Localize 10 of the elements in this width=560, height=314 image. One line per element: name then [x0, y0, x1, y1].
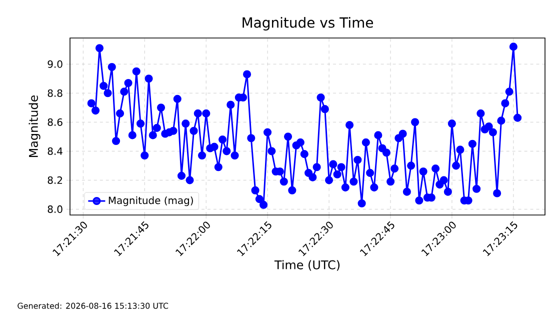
x-axis-title: Time (UTC) [274, 260, 340, 271]
legend-label: Magnitude (mag) [108, 196, 193, 206]
y-tick-label: 8.8 [48, 89, 62, 97]
y-axis-title: Magnitude [28, 95, 40, 157]
y-tick-label: 8.0 [48, 205, 62, 213]
y-tick-label: 8.6 [48, 118, 62, 126]
chart-title: Magnitude vs Time [242, 17, 374, 31]
y-tick-label: 9.0 [48, 60, 62, 68]
y-tick-label: 8.2 [48, 176, 62, 184]
y-tick-label: 8.4 [48, 147, 62, 155]
